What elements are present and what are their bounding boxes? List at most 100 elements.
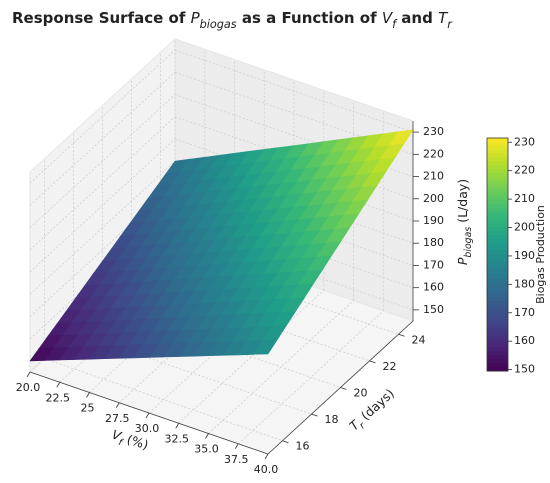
colorbar-gradient bbox=[487, 301, 508, 306]
colorbar-tick-label: 150 bbox=[514, 363, 535, 376]
colorbar-gradient bbox=[487, 273, 508, 279]
text-segment: f bbox=[392, 18, 398, 31]
colorbar-gradient bbox=[487, 297, 508, 302]
text-segment: and bbox=[396, 9, 438, 27]
tick-mark bbox=[398, 333, 405, 337]
y-tick-label: 20 bbox=[354, 387, 368, 400]
z-tick-label: 210 bbox=[423, 170, 444, 183]
x-tick-label: 40.0 bbox=[254, 463, 279, 476]
x-tick-label: 30.0 bbox=[135, 422, 160, 435]
colorbar-gradient bbox=[487, 336, 508, 341]
colorbar-gradient bbox=[487, 149, 508, 155]
text-segment: r bbox=[447, 18, 453, 31]
colorbar-gradient bbox=[487, 351, 508, 356]
surface-cell bbox=[280, 185, 378, 248]
x-tick-label: 25 bbox=[81, 402, 95, 415]
colorbar-gradient bbox=[487, 188, 508, 193]
z-tick-label: 160 bbox=[423, 281, 444, 294]
colorbar-gradient bbox=[487, 223, 508, 228]
surface-cell bbox=[316, 129, 414, 193]
grid-line bbox=[178, 290, 325, 424]
grid-line bbox=[29, 49, 176, 184]
surface-cell bbox=[257, 137, 355, 199]
x-tick-label: 37.5 bbox=[224, 453, 249, 466]
colorbar-gradient bbox=[487, 211, 508, 217]
colorbar-gradient bbox=[487, 285, 508, 290]
colorbar-gradient bbox=[487, 293, 508, 298]
colorbar-gradient bbox=[487, 246, 508, 252]
grid-line bbox=[29, 138, 176, 273]
text-segment: T bbox=[438, 9, 449, 27]
grid-line bbox=[29, 116, 176, 251]
text-segment: f bbox=[117, 437, 125, 449]
z-tick-label: 170 bbox=[423, 258, 444, 271]
colorbar-gradient bbox=[487, 324, 508, 329]
colorbar-gradient bbox=[487, 332, 508, 337]
colorbar-gradient bbox=[487, 281, 508, 287]
colorbar-gradient bbox=[487, 363, 508, 368]
colorbar-gradient bbox=[487, 304, 508, 310]
colorbar-gradient bbox=[487, 367, 508, 372]
colorbar-gradient bbox=[487, 157, 508, 162]
colorbar-tick-label: 200 bbox=[514, 221, 535, 234]
colorbar-label: Biogas Production bbox=[534, 205, 547, 304]
text-segment: P bbox=[455, 257, 470, 265]
colorbar-gradient bbox=[487, 192, 508, 197]
colorbar-frame bbox=[486, 137, 509, 372]
grid-line bbox=[174, 49, 414, 133]
grid-line bbox=[208, 300, 354, 434]
grid-line bbox=[238, 310, 384, 445]
z-tick-label: 180 bbox=[423, 236, 444, 249]
colorbar-tick-label: 220 bbox=[514, 164, 535, 177]
colorbar-gradient bbox=[487, 308, 508, 314]
text-segment: as a Function of bbox=[237, 9, 382, 27]
colorbar-gradient bbox=[487, 347, 508, 353]
x-tick-label: 20.0 bbox=[16, 381, 41, 394]
y-tick-label: 24 bbox=[412, 333, 426, 346]
colorbar-tick-label: 170 bbox=[514, 306, 535, 319]
colorbar-gradient bbox=[487, 312, 508, 318]
z-tick-label: 190 bbox=[423, 214, 444, 227]
colorbar-gradient bbox=[487, 270, 508, 275]
colorbar-gradient bbox=[487, 258, 508, 263]
grid-line bbox=[119, 269, 265, 404]
colorbar-gradient bbox=[487, 242, 508, 248]
z-tick-label: 220 bbox=[423, 147, 444, 160]
colorbar-gradient bbox=[487, 262, 508, 267]
tick-mark bbox=[115, 402, 120, 408]
text-segment: biogas bbox=[463, 227, 474, 258]
text-segment: P bbox=[191, 9, 201, 27]
x-tick-label: 35.0 bbox=[194, 443, 219, 456]
colorbar-gradient bbox=[487, 196, 508, 201]
axis-line bbox=[29, 371, 269, 455]
text-segment: r bbox=[357, 420, 368, 432]
surface-cell bbox=[148, 300, 246, 358]
grid-line bbox=[29, 183, 176, 317]
colorbar-gradient bbox=[487, 169, 508, 174]
surface-facet bbox=[252, 339, 278, 355]
colorbar-gradient bbox=[487, 328, 508, 333]
colorbar-gradient bbox=[487, 254, 508, 259]
y-tick-label: 18 bbox=[325, 413, 339, 426]
tick-mark bbox=[282, 440, 289, 444]
colorbar-gradient bbox=[487, 339, 508, 345]
x-tick-label: 32.5 bbox=[165, 432, 190, 445]
colorbar-gradient bbox=[487, 231, 508, 236]
tick-mark bbox=[86, 392, 90, 398]
colorbar-gradient bbox=[487, 316, 508, 322]
grid-line bbox=[29, 205, 176, 339]
colorbar-gradient bbox=[487, 238, 508, 244]
tick-mark bbox=[26, 371, 31, 378]
colorbar-tick-label: 190 bbox=[514, 249, 535, 262]
colorbar-tick-label: 210 bbox=[514, 192, 535, 205]
y-tick-label: 22 bbox=[383, 360, 397, 373]
colorbar-gradient bbox=[487, 215, 508, 221]
colorbar-gradient bbox=[487, 141, 508, 147]
colorbar-gradient bbox=[487, 172, 508, 178]
tick-mark bbox=[145, 412, 150, 419]
colorbar-gradient bbox=[487, 355, 508, 360]
colorbar-gradient bbox=[487, 320, 508, 325]
grid-line bbox=[29, 72, 176, 206]
tick-mark bbox=[369, 360, 376, 364]
